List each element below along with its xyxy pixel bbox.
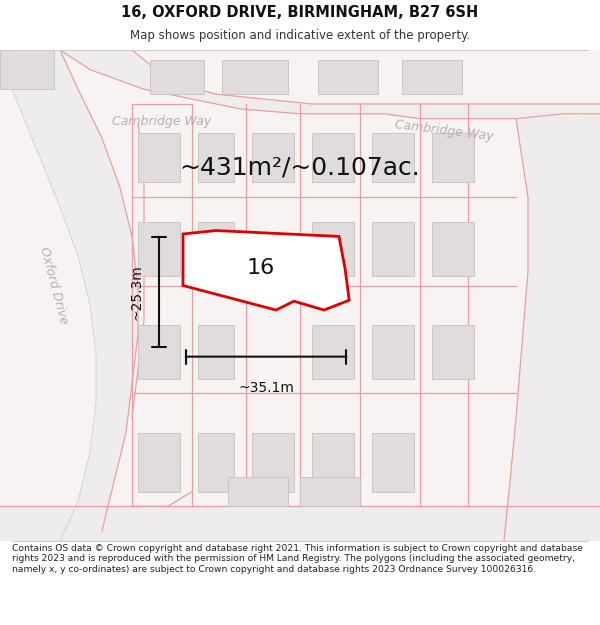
Polygon shape: [198, 325, 234, 379]
Polygon shape: [252, 432, 294, 491]
Text: 16, OXFORD DRIVE, BIRMINGHAM, B27 6SH: 16, OXFORD DRIVE, BIRMINGHAM, B27 6SH: [121, 5, 479, 20]
Polygon shape: [228, 477, 288, 506]
Polygon shape: [138, 133, 180, 182]
Bar: [0, 506, 600, 541]
Polygon shape: [312, 133, 354, 182]
Polygon shape: [138, 432, 180, 491]
Text: Contains OS data © Crown copyright and database right 2021. This information is : Contains OS data © Crown copyright and d…: [12, 544, 583, 574]
Polygon shape: [372, 222, 414, 276]
Polygon shape: [150, 60, 204, 94]
Polygon shape: [312, 222, 354, 276]
Polygon shape: [372, 432, 414, 491]
Polygon shape: [252, 133, 294, 182]
Polygon shape: [0, 50, 54, 89]
Text: ~431m²/~0.107ac.: ~431m²/~0.107ac.: [179, 156, 421, 180]
Polygon shape: [60, 50, 600, 119]
Polygon shape: [138, 325, 180, 379]
Text: Map shows position and indicative extent of the property.: Map shows position and indicative extent…: [130, 29, 470, 42]
Text: Cambridge Way: Cambridge Way: [394, 119, 494, 144]
Polygon shape: [198, 133, 234, 182]
Polygon shape: [222, 60, 288, 94]
Polygon shape: [138, 222, 180, 276]
Polygon shape: [432, 325, 474, 379]
Polygon shape: [183, 231, 349, 310]
Polygon shape: [198, 432, 234, 491]
Polygon shape: [504, 114, 600, 541]
Text: Cambridge Way: Cambridge Way: [112, 114, 212, 128]
Text: ~35.1m: ~35.1m: [238, 381, 294, 395]
Polygon shape: [318, 60, 378, 94]
Polygon shape: [432, 133, 474, 182]
Polygon shape: [0, 50, 138, 541]
Text: Oxford Drive: Oxford Drive: [37, 246, 71, 326]
Polygon shape: [300, 477, 360, 506]
Polygon shape: [432, 222, 474, 276]
Polygon shape: [312, 432, 354, 491]
Text: ~25.3m: ~25.3m: [130, 264, 144, 319]
Polygon shape: [402, 60, 462, 94]
Polygon shape: [312, 325, 354, 379]
Polygon shape: [198, 222, 234, 276]
Text: 16: 16: [247, 258, 275, 278]
Polygon shape: [372, 325, 414, 379]
Polygon shape: [372, 133, 414, 182]
